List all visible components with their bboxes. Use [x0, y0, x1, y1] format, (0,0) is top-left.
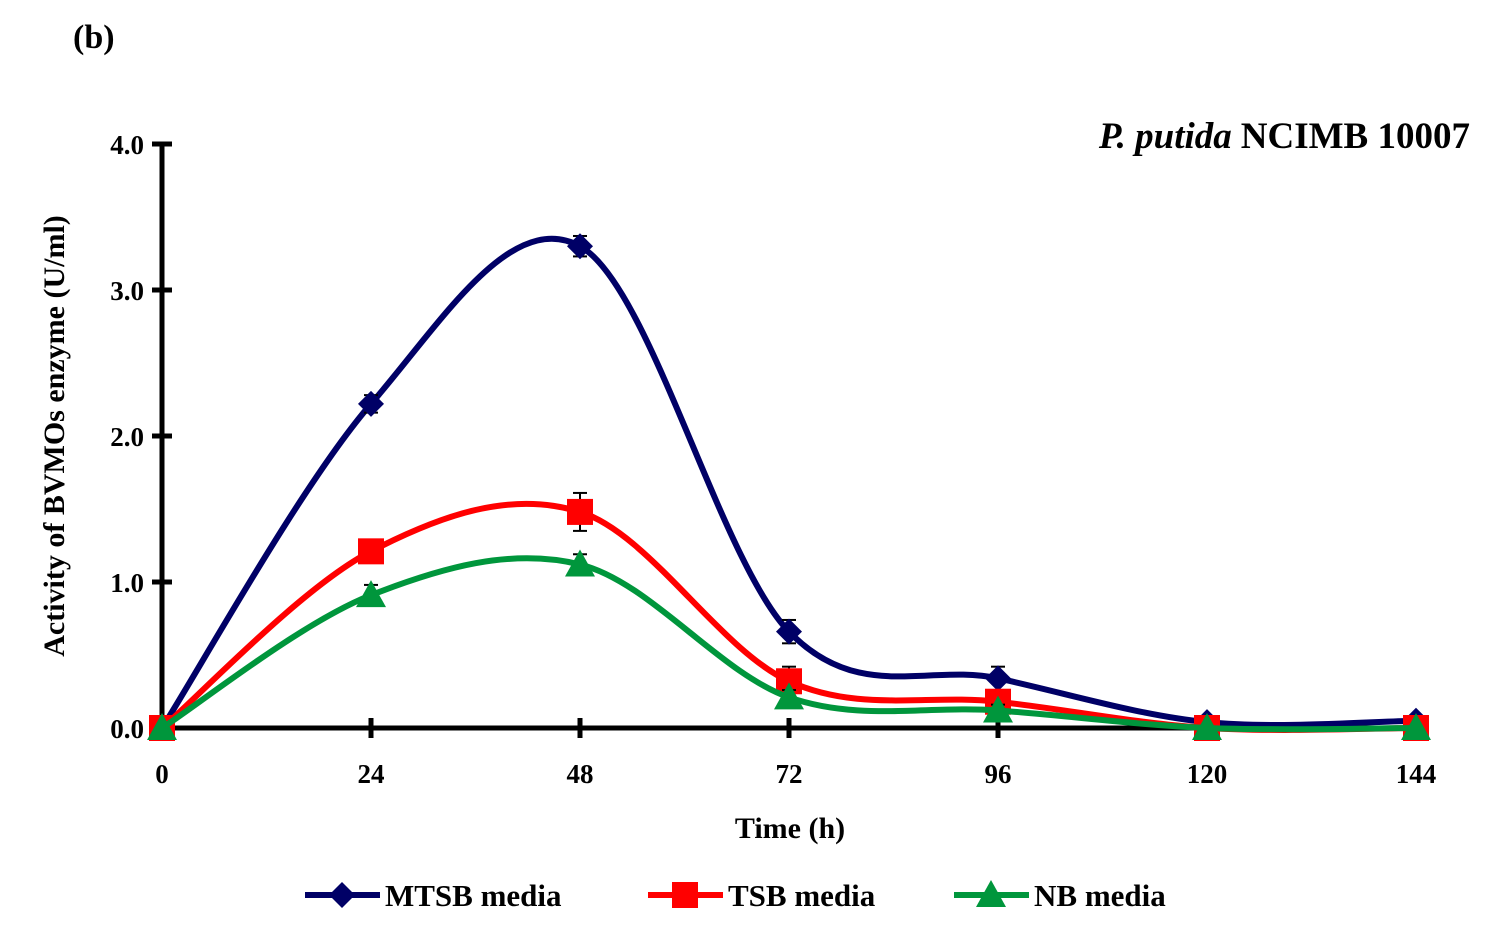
y-tick-label: 4.0: [110, 130, 144, 160]
chart-title-italic: P. putida: [1098, 116, 1232, 157]
x-tick-label: 72: [776, 759, 803, 789]
data-point-nb-media: [983, 695, 1013, 723]
data-point-mtsb-media: [985, 665, 1011, 692]
series-line-mtsb-media: [159, 235, 1417, 730]
series-layer: [147, 233, 1431, 741]
chart-title: P. putida NCIMB 10007: [1098, 116, 1470, 157]
data-point-nb-media: [356, 580, 386, 608]
data-point-nb-media: [774, 682, 804, 710]
data-point-nb-media: [147, 713, 177, 740]
y-axis-title: Activity of BVMOs enzyme (U/ml): [38, 215, 71, 657]
data-point-nb-media: [1192, 713, 1222, 740]
data-point-nb-media: [565, 549, 595, 577]
legend-swatch-marker: [672, 882, 698, 908]
x-tick-label: 144: [1396, 759, 1437, 789]
panel-label: (b): [73, 19, 115, 56]
y-tick-label: 0.0: [110, 714, 144, 744]
legend-item-tsb-media: TSB media: [648, 878, 876, 913]
data-point-mtsb-media: [358, 390, 384, 417]
legend-item-nb-media: NB media: [954, 878, 1166, 913]
data-point-mtsb-media: [776, 618, 802, 645]
legend: MTSB media TSB media NB media: [305, 878, 1166, 913]
legend-label: MTSB media: [385, 878, 562, 913]
y-tick-label: 1.0: [110, 568, 144, 598]
legend-swatch-marker: [329, 882, 355, 908]
y-tick-label: 2.0: [110, 422, 144, 452]
data-point-tsb-media: [567, 498, 593, 525]
legend-label: NB media: [1034, 878, 1166, 913]
x-tick-label: 48: [567, 759, 594, 789]
series-nb-media: [147, 549, 1431, 740]
legend-item-mtsb-media: MTSB media: [305, 878, 562, 913]
chart-title-rest: NCIMB 10007: [1241, 116, 1470, 157]
data-point-tsb-media: [358, 538, 384, 565]
y-tick-label: 3.0: [110, 276, 144, 306]
series-mtsb-media: [149, 233, 1429, 741]
data-point-mtsb-media: [567, 233, 593, 260]
x-tick-label: 96: [985, 759, 1012, 789]
x-tick-label: 24: [358, 759, 385, 789]
legend-label: TSB media: [728, 878, 876, 913]
x-tick-label: 120: [1187, 759, 1228, 789]
x-axis-title: Time (h): [735, 812, 845, 845]
legend-swatch-marker: [976, 880, 1006, 907]
data-point-nb-media: [1401, 713, 1431, 740]
x-tick-label: 0: [155, 759, 169, 789]
